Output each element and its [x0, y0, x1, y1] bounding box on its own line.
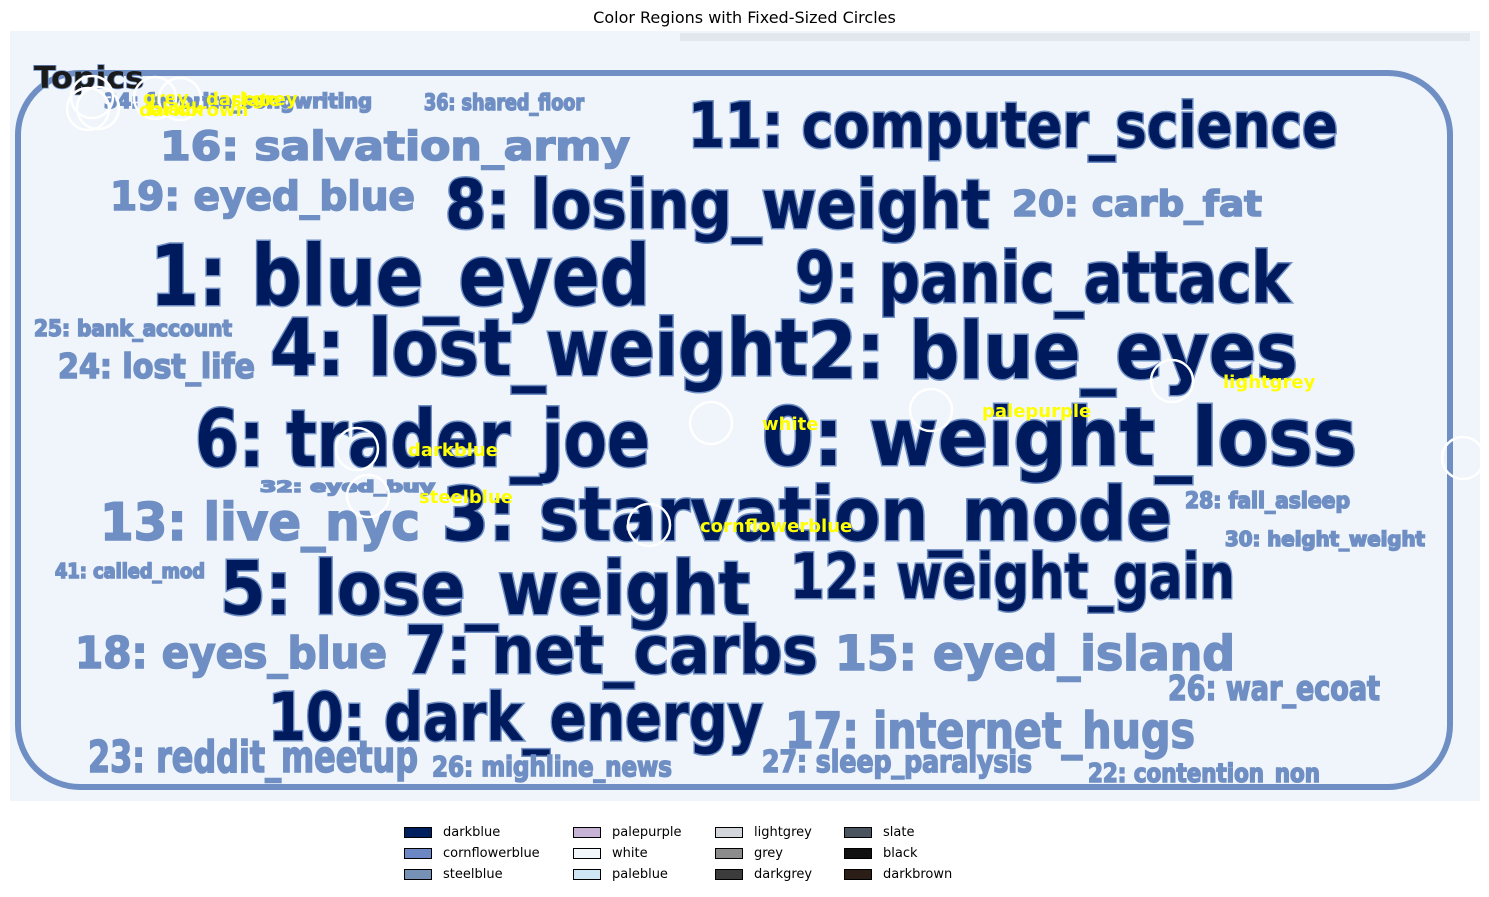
legend-swatch — [844, 827, 872, 838]
legend-swatch — [404, 827, 432, 838]
word-cloud-word: 1: blue_eyed — [150, 227, 650, 325]
legend-label: lightgrey — [754, 825, 812, 840]
circle-label: darkgrey — [206, 89, 298, 110]
word-cloud-word: 26: mighline_news — [432, 750, 672, 783]
region-circle — [75, 85, 121, 131]
circle-label: lightgrey — [1223, 372, 1316, 393]
circle-label: darkbrown — [139, 100, 248, 121]
legend-label: grey — [754, 846, 784, 861]
word-cloud-word: 13: live_nyc — [100, 493, 420, 553]
word-cloud-word: 18: eyes_blue — [75, 628, 387, 679]
legend-label: paleblue — [612, 867, 668, 882]
word-cloud-word: 12: weight_gain — [790, 540, 1235, 613]
word-cloud-word: 17: internet_hugs — [785, 702, 1195, 760]
region-circle — [626, 502, 672, 548]
word-cloud-word: 3: starvation_mode — [442, 472, 1172, 558]
region-circle — [1149, 358, 1195, 404]
circle-label: steelblue — [419, 487, 513, 508]
legend-swatch — [844, 869, 872, 880]
legend-swatch — [573, 869, 601, 880]
legend-label: darkgrey — [754, 867, 813, 882]
chart-title: Color Regions with Fixed-Sized Circles — [593, 8, 896, 27]
legend-swatch — [715, 869, 743, 880]
legend-label: cornflowerblue — [443, 846, 540, 861]
image-background — [10, 31, 1480, 801]
word-cloud-word: 15: eyed_island — [835, 626, 1235, 682]
word-cloud-word: 30: height_weight — [1225, 527, 1425, 551]
region-circle — [1440, 435, 1486, 481]
word-cloud-word: 9: panic_attack — [795, 237, 1292, 319]
legend-label: palepurple — [612, 825, 682, 840]
word-cloud-word: 28: fall_asleep — [1185, 489, 1350, 514]
word-cloud-word: 34: favorite_songwriting — [104, 89, 372, 113]
legend-swatch — [715, 827, 743, 838]
region-circle — [132, 75, 178, 121]
word-cloud-word: 22: contention_non — [1088, 759, 1320, 789]
word-cloud-word: 16: salvation_army — [160, 124, 630, 170]
legend-label: steelblue — [443, 867, 503, 882]
word-cloud-word: 26: war_ecoat — [1168, 669, 1380, 709]
legend: darkblue cornflowerblue steelblue palepurpl… — [404, 824, 1104, 888]
word-cloud-word: 23: reddit_meetup — [88, 732, 418, 783]
word-cloud-word: 20: carb_fat — [1012, 184, 1262, 225]
legend-label: black — [883, 846, 918, 861]
legend-label: slate — [883, 825, 915, 840]
word-cloud-word: 0: weight_loss — [762, 391, 1357, 484]
region-circle — [157, 76, 203, 122]
legend-swatch — [573, 848, 601, 859]
circle-label: darkblue — [408, 440, 498, 461]
legend-swatch — [844, 848, 872, 859]
word-cloud-word: 41: called_mod — [55, 559, 205, 583]
legend-label: darkblue — [443, 825, 501, 840]
word-cloud-word: 11: computer_science — [688, 89, 1338, 162]
region-circle — [334, 426, 380, 472]
circle-label: white — [762, 414, 818, 435]
circle-label: palepurple — [982, 401, 1091, 422]
word-cloud-word: 36: shared_floor — [424, 91, 584, 116]
word-cloud-word: 19: eyed_blue — [110, 174, 415, 220]
word-cloud-word: 7: net_carbs — [405, 612, 818, 689]
word-cloud-word: 6: trader_joe — [195, 395, 650, 485]
word-cloud-word: 4: lost_weight — [270, 304, 808, 394]
plot-area: Topics 11: computer_science 16: salvation_… — [10, 31, 1486, 801]
legend-label: white — [612, 846, 648, 861]
word-cloud-word: 2: blue_eyes — [808, 307, 1298, 397]
legend-swatch — [404, 848, 432, 859]
word-cloud-word: Topics — [34, 61, 144, 96]
region-circle — [908, 387, 954, 433]
circle-label: cornflowerblue — [700, 516, 852, 537]
word-cloud-frame — [15, 70, 1453, 790]
region-circle — [688, 400, 734, 446]
legend-swatch — [715, 848, 743, 859]
circle-label: grey — [143, 88, 189, 109]
legend-label: darkbrown — [883, 867, 953, 882]
top-strip — [680, 33, 1470, 41]
legend-swatch — [573, 827, 601, 838]
region-circle — [345, 473, 391, 519]
region-circle — [65, 86, 111, 132]
circle-label: slate — [231, 90, 281, 111]
word-cloud-word: 25: bank_account — [34, 317, 233, 342]
word-cloud-word: 27: sleep_paralysis — [762, 745, 1032, 780]
circle-label: black — [149, 99, 204, 120]
word-cloud-word: 8: losing_weight — [445, 166, 990, 245]
word-cloud-word: 10: dark_energy — [268, 679, 763, 756]
word-cloud-word: 24: lost_life — [58, 347, 255, 387]
word-cloud-word: 5: lose_weight — [220, 546, 750, 632]
legend-swatch — [404, 869, 432, 880]
